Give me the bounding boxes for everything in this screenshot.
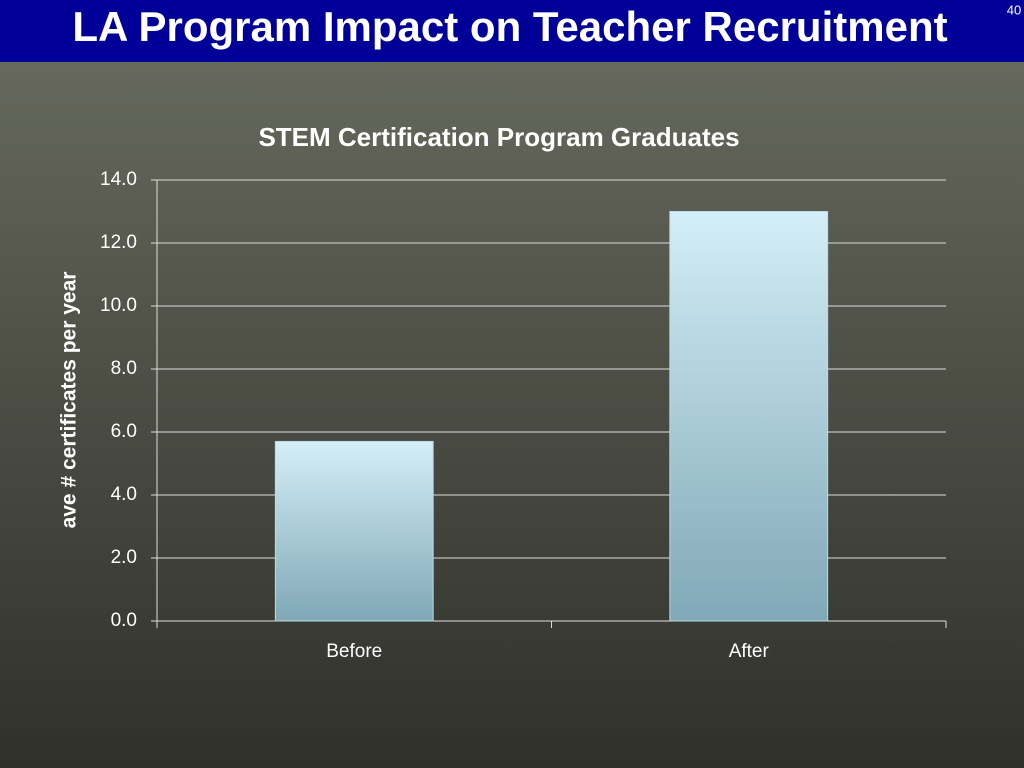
slide-number: 40 bbox=[1007, 2, 1021, 17]
slide-title: LA Program Impact on Teacher Recruitment bbox=[72, 3, 947, 50]
x-tick-label: Before bbox=[326, 641, 382, 662]
y-tick-label: 10.0 bbox=[100, 295, 137, 316]
y-tick-label: 6.0 bbox=[111, 421, 137, 442]
title-bar bbox=[0, 0, 1024, 62]
bar bbox=[274, 440, 434, 622]
y-axis-label: ave # certificates per year bbox=[58, 272, 81, 529]
chart-title: STEM Certification Program Graduates bbox=[258, 122, 739, 152]
bar bbox=[669, 211, 829, 622]
x-tick-label: After bbox=[729, 641, 770, 662]
y-tick-label: 2.0 bbox=[111, 547, 137, 568]
y-tick-label: 12.0 bbox=[100, 232, 137, 253]
y-tick-label: 0.0 bbox=[111, 610, 137, 631]
y-tick-label: 8.0 bbox=[111, 358, 137, 379]
y-tick-label: 4.0 bbox=[111, 484, 137, 505]
y-tick-label: 14.0 bbox=[100, 169, 137, 190]
